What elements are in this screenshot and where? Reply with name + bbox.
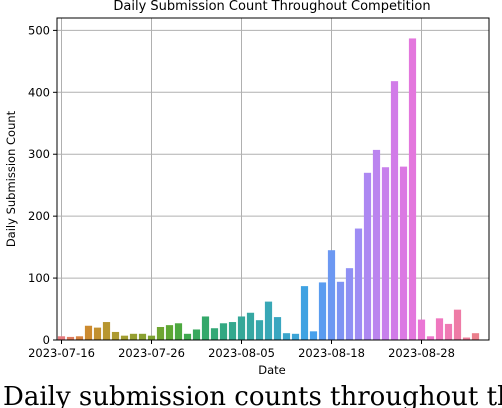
bar bbox=[309, 331, 318, 340]
bar bbox=[453, 309, 462, 340]
y-axis-label: Daily Submission Count bbox=[4, 110, 18, 247]
bar bbox=[426, 336, 435, 340]
bar bbox=[138, 333, 147, 340]
x-tick-label: 2023-07-26 bbox=[118, 346, 185, 360]
bar bbox=[381, 167, 390, 340]
y-tick-label: 400 bbox=[28, 85, 50, 99]
grid-lines bbox=[57, 18, 489, 341]
bar bbox=[354, 228, 363, 340]
x-tick-label: 2023-08-05 bbox=[208, 346, 275, 360]
y-axis: 0 100 200 300 400 500 bbox=[28, 23, 57, 347]
bar bbox=[237, 316, 246, 340]
bar bbox=[363, 172, 372, 340]
bar bbox=[462, 337, 471, 340]
bar bbox=[318, 282, 327, 340]
bar bbox=[165, 325, 174, 340]
x-axis-label: Date bbox=[258, 363, 286, 377]
bar bbox=[390, 81, 399, 341]
bar bbox=[102, 322, 111, 340]
bar bbox=[174, 323, 183, 340]
bar bbox=[327, 250, 336, 340]
y-tick-label: 200 bbox=[28, 209, 50, 223]
bar bbox=[210, 328, 219, 340]
y-tick-label: 500 bbox=[28, 23, 50, 37]
bar bbox=[399, 166, 408, 340]
bar bbox=[255, 320, 264, 340]
bar bbox=[228, 322, 237, 340]
y-tick-label: 300 bbox=[28, 147, 50, 161]
bar bbox=[84, 325, 93, 340]
bar bbox=[120, 335, 129, 340]
bar bbox=[435, 318, 444, 340]
bar bbox=[264, 301, 273, 340]
bar bbox=[291, 333, 300, 340]
bar bbox=[201, 316, 210, 340]
chart-title: Daily Submission Count Throughout Compet… bbox=[113, 0, 430, 14]
x-tick-label: 2023-08-18 bbox=[298, 346, 365, 360]
bar bbox=[147, 335, 156, 340]
bar bbox=[471, 333, 480, 340]
bar bbox=[192, 329, 201, 340]
bar bbox=[219, 323, 228, 340]
plot-frame bbox=[56, 17, 490, 341]
bar bbox=[282, 333, 291, 340]
bar bbox=[66, 336, 75, 340]
bar bbox=[300, 286, 309, 340]
y-tick-label: 100 bbox=[28, 271, 50, 285]
bar bbox=[444, 323, 453, 340]
bar bbox=[372, 149, 381, 340]
x-tick-label: 2023-08-28 bbox=[388, 346, 455, 360]
bars bbox=[57, 38, 480, 341]
bar bbox=[246, 312, 255, 340]
bar bbox=[129, 333, 138, 340]
bar bbox=[111, 331, 120, 340]
bar bbox=[408, 38, 417, 340]
x-tick-label: 2023-07-16 bbox=[28, 346, 95, 360]
figure-caption: Daily submission counts throughout the c… bbox=[3, 382, 502, 408]
bar bbox=[57, 336, 66, 340]
bar bbox=[183, 333, 192, 340]
bar bbox=[93, 327, 102, 340]
bar bbox=[75, 336, 84, 340]
x-axis: 2023-07-16 2023-07-26 2023-08-05 2023-08-18… bbox=[28, 340, 455, 360]
bar bbox=[273, 317, 282, 340]
bar-chart: Daily Submission Count Throughout Compet… bbox=[4, 0, 490, 377]
bar bbox=[345, 268, 354, 340]
bar bbox=[156, 326, 165, 340]
y-tick-label: 0 bbox=[43, 333, 50, 347]
bar bbox=[336, 281, 345, 340]
bar bbox=[417, 319, 426, 340]
